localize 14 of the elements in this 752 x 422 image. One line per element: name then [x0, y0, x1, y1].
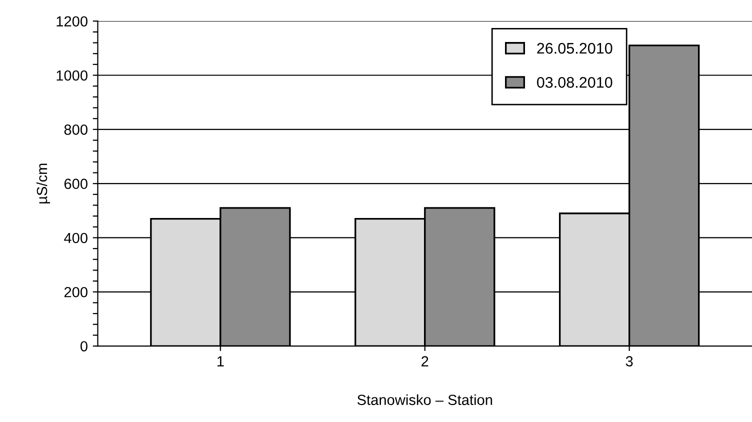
y-tick-label: 600: [64, 178, 88, 189]
x-tick-label: 2: [422, 356, 428, 366]
x-tick-label: 3: [626, 356, 633, 366]
y-tick-label: 1000: [56, 70, 88, 81]
x-tick-label: 1: [217, 356, 224, 366]
y-tick-label: 0: [80, 341, 88, 352]
x-axis-title: Stanowisko – Station: [357, 394, 492, 406]
y-tick-label: 800: [64, 124, 88, 135]
y-tick-label: 400: [64, 232, 88, 244]
y-tick-label: 1200: [56, 16, 88, 27]
legend-label: 03.08.2010: [536, 76, 612, 88]
legend-label: 26.05.2010: [537, 42, 612, 54]
y-axis-title: µS/cm: [36, 164, 50, 204]
y-tick-label: 200: [64, 286, 88, 298]
